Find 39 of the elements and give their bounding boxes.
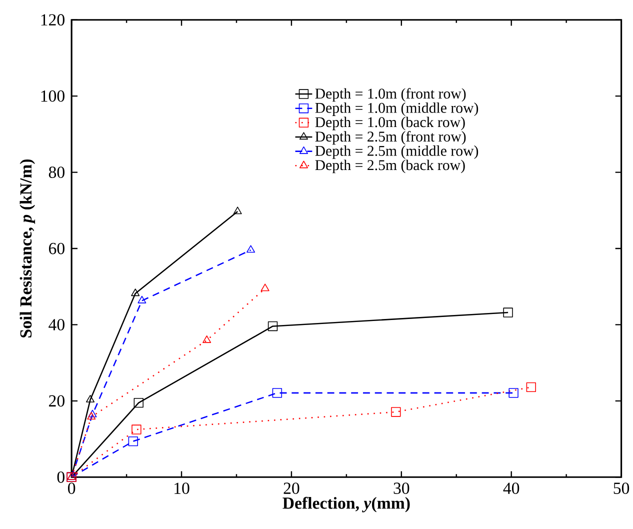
- point: [233, 206, 242, 214]
- y-tick-label: 0: [57, 472, 64, 483]
- y-tick-label: 120: [41, 14, 64, 26]
- point: [526, 382, 536, 392]
- legend-label: Depth = 1.0m (back row): [315, 116, 465, 130]
- x-tick-label: 30: [394, 482, 410, 494]
- x-tick-label: 0: [68, 482, 76, 494]
- point: [391, 407, 401, 417]
- y-tick-label: 60: [49, 242, 64, 254]
- point: [131, 288, 140, 296]
- point: [503, 308, 513, 318]
- point: [134, 398, 144, 408]
- legend-label: Depth = 1.0m (front row): [315, 88, 466, 102]
- x-axis-title: Deflection, y(mm): [282, 496, 410, 512]
- point: [88, 410, 97, 418]
- legend-label: Depth = 2.5m (middle row): [315, 146, 478, 159]
- point: [87, 412, 96, 420]
- y-axis-title: Soil Resistance, p (kN/m): [20, 160, 36, 338]
- point: [246, 245, 256, 253]
- y-tick-label: 20: [49, 395, 64, 407]
- x-tick-label: 50: [614, 482, 630, 494]
- point: [138, 296, 146, 304]
- y-tick-label: 100: [41, 90, 64, 102]
- y-tick-label: 40: [48, 319, 64, 330]
- point: [272, 388, 282, 398]
- point: [260, 284, 270, 292]
- point: [86, 395, 95, 402]
- legend-label: Depth = 1.0m (middle row): [315, 102, 478, 116]
- legend-label: Depth = 2.5m (front row): [315, 131, 466, 145]
- point: [128, 436, 138, 446]
- x-tick-label: 40: [503, 482, 520, 494]
- x-tick-label: 20: [284, 482, 300, 494]
- point: [132, 424, 142, 434]
- point: [202, 336, 212, 344]
- legend-label: Depth = 2.5m (back row): [315, 160, 465, 174]
- point: [268, 321, 278, 332]
- point: [508, 388, 518, 398]
- x-tick-label: 10: [174, 482, 190, 494]
- y-tick-label: 80: [48, 166, 64, 178]
